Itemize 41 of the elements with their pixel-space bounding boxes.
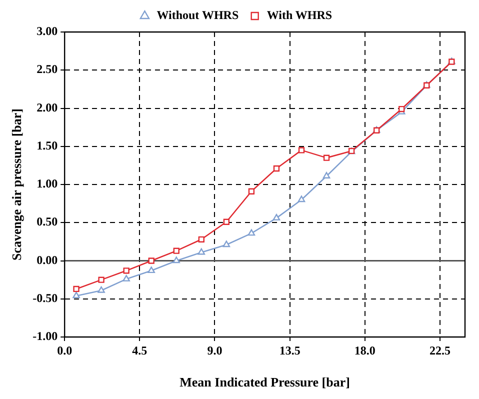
y-tick-label: -0.50 <box>32 290 58 305</box>
point <box>72 292 80 298</box>
point <box>148 266 155 274</box>
y-tick-label: 0.50 <box>36 214 58 229</box>
x-tick-label: 4.5 <box>132 343 148 358</box>
x-tick-label: 9.0 <box>207 343 222 358</box>
x-tick-label: 18.0 <box>354 343 376 358</box>
point <box>73 286 80 292</box>
point <box>123 268 130 274</box>
point <box>298 147 305 154</box>
x-tick-label: 22.5 <box>429 343 450 358</box>
legend-label: Without WHRS <box>156 8 239 22</box>
point <box>223 218 230 225</box>
point <box>298 196 306 202</box>
point <box>198 236 204 242</box>
x-tick-label: 13.5 <box>279 343 300 358</box>
x-tick-label: 0.0 <box>57 343 72 358</box>
y-tick-label: 0.00 <box>36 252 58 267</box>
point <box>222 240 230 248</box>
y-axis-title: Scavenge air pressure [bar] <box>9 108 24 261</box>
y-tick-label: 1.00 <box>36 176 58 191</box>
point <box>98 276 104 283</box>
point <box>198 248 206 255</box>
y-tick-label: 1.50 <box>36 138 58 152</box>
y-tick-label: 3.00 <box>36 24 58 38</box>
point <box>172 256 180 264</box>
point <box>273 165 280 172</box>
y-tick-label: 2.00 <box>36 100 58 114</box>
point <box>122 274 130 282</box>
point <box>173 248 180 254</box>
y-tick-label: -1.00 <box>32 329 58 344</box>
point <box>148 258 154 264</box>
x-axis-title: Mean Indicated Pressure [bar] <box>180 374 350 390</box>
legend-label: With WHRS <box>266 8 332 22</box>
point <box>248 188 255 194</box>
point <box>272 214 280 220</box>
y-tick-label: 2.50 <box>36 62 58 76</box>
point <box>248 229 256 236</box>
point <box>98 286 105 293</box>
point <box>322 172 330 178</box>
point <box>323 154 330 161</box>
